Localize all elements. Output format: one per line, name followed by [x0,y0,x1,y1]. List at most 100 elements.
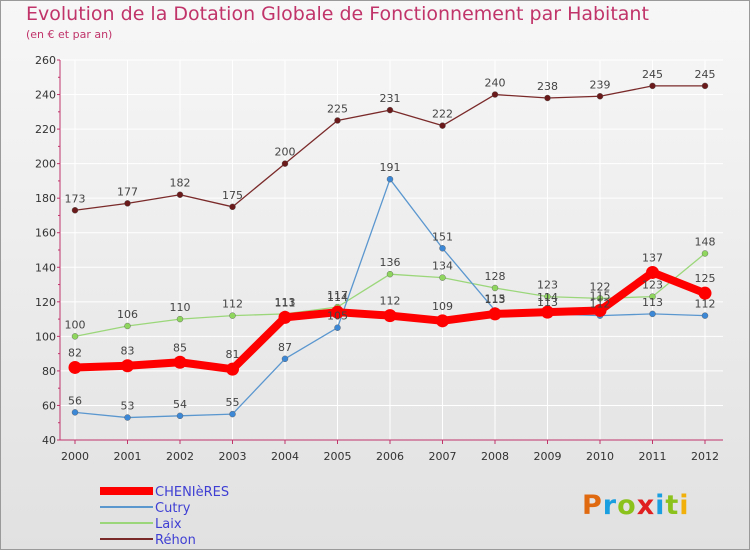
series-point [488,307,502,321]
y-tick-label: 120 [35,296,56,309]
series-point [229,312,236,319]
x-tick-label: 2006 [376,450,404,463]
data-label: 137 [642,251,663,264]
y-tick-label: 140 [35,261,56,274]
data-label: 105 [327,310,348,323]
data-label: 245 [642,68,663,81]
data-label: 136 [380,256,401,269]
data-label: 222 [432,108,453,121]
series-point [491,91,499,98]
data-label: 200 [275,146,296,159]
x-tick-label: 2002 [166,450,194,463]
data-label: 117 [327,289,348,302]
data-label: 110 [170,301,191,314]
series-point [71,207,79,214]
data-label: 112 [380,295,401,308]
series-point [71,409,79,416]
series-point [701,250,709,257]
x-tick-label: 2005 [324,450,352,463]
x-tick-label: 2000 [61,450,89,463]
data-label: 240 [485,77,506,90]
logo-letter: t [665,490,680,521]
data-label: 115 [590,289,611,302]
data-label: 151 [432,230,453,243]
chart-title: Evolution de la Dotation Globale de Fonc… [26,3,649,25]
data-label: 111 [275,296,296,309]
x-tick-label: 2003 [219,450,247,463]
series-point [124,414,131,421]
x-tick-label: 2009 [534,450,562,463]
logo-letter: r [602,490,618,521]
data-label: 128 [485,270,506,283]
series-point [226,362,239,376]
series-point [334,324,341,331]
series-point [386,270,394,278]
data-label: 113 [642,296,663,309]
data-label: 114 [327,291,348,304]
y-tick-label: 160 [35,227,56,240]
data-label: 56 [68,394,82,407]
data-label: 177 [117,185,138,198]
data-label: 122 [590,280,611,293]
series-point [439,122,446,129]
series-point [229,410,236,418]
series-point [593,303,607,317]
data-label: 238 [537,80,558,93]
series-point [71,333,79,340]
y-tick-label: 80 [42,365,56,378]
data-label: 53 [121,400,135,413]
series-point [649,82,656,90]
data-label: 134 [432,260,453,273]
y-tick-label: 260 [35,54,56,67]
data-label: 55 [226,396,240,409]
x-tick-label: 2004 [271,450,299,463]
series-point [176,412,184,420]
y-tick-label: 200 [35,158,56,171]
series-point [124,322,131,330]
series-point [649,293,656,300]
series-point [544,94,551,102]
logo-letter: P [582,490,603,521]
data-label: 100 [65,318,86,331]
x-tick-label: 2001 [114,450,142,463]
data-label: 123 [642,279,663,292]
data-label: 123 [537,279,558,292]
series-point [701,82,709,90]
x-tick-label: 2012 [691,450,719,463]
x-tick-label: 2010 [586,450,614,463]
series-point [68,360,82,374]
data-label: 173 [65,192,86,205]
series-point [176,191,184,198]
logo-letter: o [617,490,637,521]
series-point [646,265,659,279]
data-label: 106 [117,308,138,321]
y-tick-label: 180 [35,192,56,205]
chart-subtitle: (en € et par an) [26,28,113,41]
series-point [124,200,131,207]
logo-letter: x [636,490,656,521]
y-tick-label: 100 [35,330,56,343]
series-point [596,295,604,302]
series-point [544,293,551,300]
data-label: 231 [380,92,401,105]
data-label: 125 [695,272,716,285]
data-label: 81 [226,348,240,361]
y-tick-label: 40 [42,434,56,447]
data-label: 191 [380,161,401,174]
data-label: 112 [222,298,243,311]
series-point [121,359,134,373]
series-point [173,355,187,369]
series-point [436,314,449,328]
data-label: 83 [121,345,135,358]
series-point [439,245,446,252]
series-point [278,310,292,324]
data-label: 109 [432,300,453,313]
data-label: 175 [222,189,243,202]
series-point [649,310,656,318]
series-point [334,117,341,124]
series-point [281,160,289,167]
data-label: 245 [695,68,716,81]
legend-label: CHENIèRES [155,485,229,500]
data-label: 82 [68,346,82,359]
y-tick-label: 220 [35,123,56,136]
